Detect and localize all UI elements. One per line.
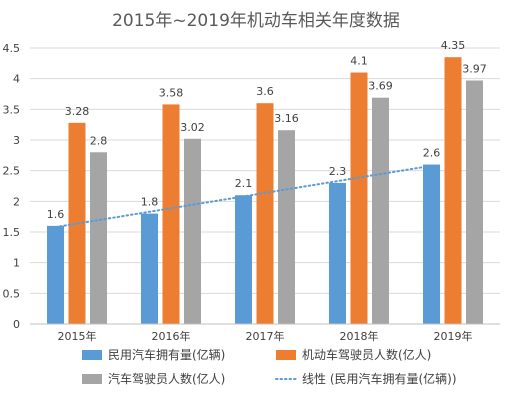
y-tick-label: 2.5 bbox=[3, 165, 21, 178]
legend: 民用汽车拥有量(亿辆) 机动车驾驶员人数(亿人) 汽车驾驶员人数(亿人) 线性 (民用… bbox=[82, 347, 457, 386]
data-label: 2.3 bbox=[329, 165, 347, 178]
bar bbox=[350, 72, 368, 325]
y-tick-label: 1.5 bbox=[3, 226, 21, 239]
bar bbox=[162, 104, 180, 324]
trendline-line bbox=[54, 164, 433, 229]
chart-title: 2015年~2019年机动车相关年度数据 bbox=[112, 11, 400, 31]
data-label: 1.6 bbox=[47, 208, 65, 221]
data-label: 4.1 bbox=[350, 55, 368, 68]
trendline bbox=[54, 164, 433, 229]
y-axis: 0 0.5 1 1.5 2 2.5 3 3.5 4 4.5 bbox=[3, 42, 21, 331]
x-tick-label: 2017年 bbox=[246, 329, 285, 343]
data-label: 4.35 bbox=[441, 39, 466, 52]
y-tick-label: 1 bbox=[13, 257, 20, 270]
bar bbox=[466, 80, 483, 324]
y-tick-label: 0 bbox=[13, 318, 20, 331]
x-axis: 2015年 2016年 2017年 2018年 2019年 bbox=[30, 323, 500, 343]
data-label: 3.58 bbox=[159, 86, 184, 99]
bar bbox=[184, 138, 201, 324]
legend-label: 机动车驾驶员人数(亿人) bbox=[302, 347, 431, 362]
data-label: 3.97 bbox=[462, 63, 487, 76]
bar bbox=[141, 213, 158, 324]
data-label: 2.6 bbox=[423, 147, 441, 160]
legend-label: 汽车驾驶员人数(亿人) bbox=[108, 371, 225, 386]
bar bbox=[47, 225, 64, 324]
y-tick-label: 2 bbox=[13, 195, 20, 208]
x-tick-label: 2016年 bbox=[152, 329, 191, 343]
data-labels: 1.6 3.28 2.8 1.8 3.58 3.02 2.1 3.6 3.16 2.3 4.13.6… bbox=[47, 39, 487, 221]
data-label: 2.1 bbox=[235, 177, 253, 190]
x-tick-label: 2018年 bbox=[340, 329, 379, 343]
y-tick-label: 0.5 bbox=[3, 287, 21, 300]
data-label: 3.16 bbox=[274, 112, 299, 125]
bar bbox=[372, 97, 389, 325]
bar bbox=[278, 130, 295, 324]
y-tick-label: 4.5 bbox=[3, 42, 21, 55]
bars bbox=[47, 57, 483, 325]
y-tick-label: 4 bbox=[13, 73, 20, 86]
data-label: 3.28 bbox=[65, 105, 90, 118]
x-tick-label: 2019年 bbox=[434, 329, 473, 343]
data-label: 3.69 bbox=[368, 80, 393, 93]
legend-swatch bbox=[82, 350, 102, 360]
legend-label: 线性 (民用汽车拥有量(亿辆)) bbox=[302, 371, 457, 386]
y-tick-label: 3.5 bbox=[3, 103, 21, 116]
legend-swatch bbox=[82, 374, 102, 384]
bar bbox=[90, 152, 107, 324]
legend-swatch bbox=[276, 350, 296, 360]
bar bbox=[444, 57, 462, 324]
y-tick-label: 3 bbox=[13, 134, 20, 147]
bar bbox=[256, 103, 274, 324]
legend-label: 民用汽车拥有量(亿辆) bbox=[108, 347, 225, 362]
data-label: 3.02 bbox=[180, 121, 205, 134]
x-tick-label: 2015年 bbox=[58, 329, 97, 343]
data-label: 3.6 bbox=[256, 85, 274, 98]
data-label: 2.8 bbox=[90, 134, 108, 147]
data-label: 1.8 bbox=[141, 196, 159, 209]
bar bbox=[423, 164, 440, 324]
bar bbox=[235, 195, 252, 324]
bar bbox=[329, 182, 346, 324]
